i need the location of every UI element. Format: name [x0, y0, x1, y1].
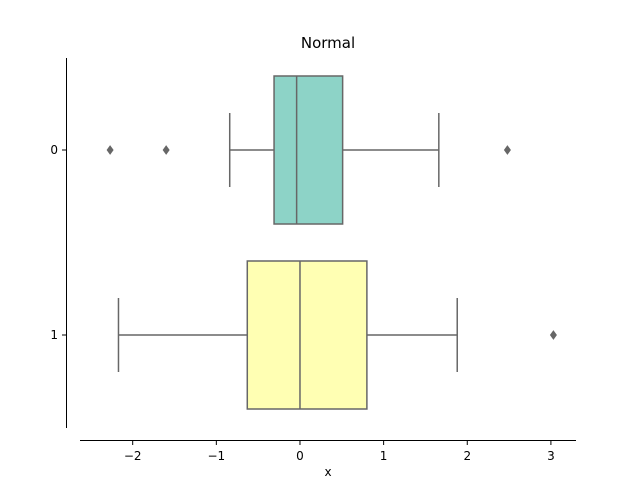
outlier-point — [549, 330, 557, 340]
x-axis-label: x — [324, 465, 331, 479]
outlier-point — [162, 145, 170, 155]
x-tick-label: 1 — [380, 449, 388, 463]
box-group-1 — [117, 260, 557, 410]
x-tick-label: 2 — [463, 449, 471, 463]
x-tick-label: 0 — [296, 449, 304, 463]
x-tick-label: 3 — [547, 449, 555, 463]
outlier-point — [503, 145, 511, 155]
box-iqr — [246, 260, 368, 410]
chart-title: Normal — [301, 34, 355, 52]
axes: 0 1 −2 −1 0 1 2 3 — [50, 58, 576, 463]
y-tick-label: 1 — [50, 328, 58, 342]
box-group-0 — [106, 75, 511, 225]
x-tick-label: −1 — [207, 449, 225, 463]
y-tick-label: 0 — [50, 143, 58, 157]
outlier-point — [106, 145, 114, 155]
x-tick-label: −2 — [124, 449, 142, 463]
plot-area — [106, 75, 557, 410]
box-iqr — [273, 75, 344, 225]
